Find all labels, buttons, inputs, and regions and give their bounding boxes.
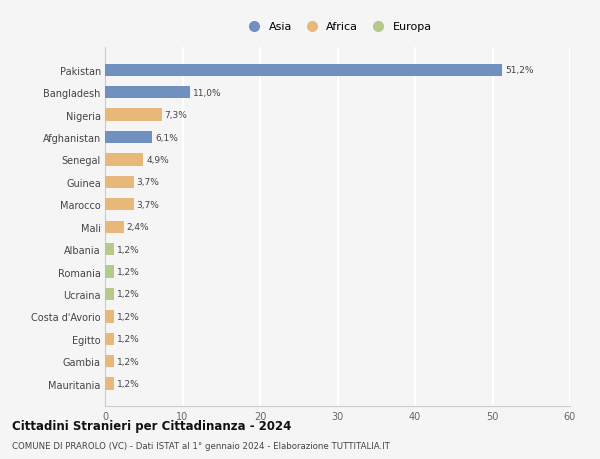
Text: 1,2%: 1,2%: [118, 357, 140, 366]
Bar: [105, 199, 134, 211]
Bar: [105, 243, 114, 256]
Bar: [105, 221, 124, 233]
Legend: Asia, Africa, Europa: Asia, Africa, Europa: [239, 18, 436, 37]
Bar: [105, 378, 114, 390]
Bar: [105, 333, 114, 345]
Text: 7,3%: 7,3%: [164, 111, 188, 120]
Text: 1,2%: 1,2%: [118, 379, 140, 388]
Bar: [105, 266, 114, 278]
Text: 1,2%: 1,2%: [118, 312, 140, 321]
Bar: [105, 288, 114, 301]
Text: 51,2%: 51,2%: [505, 66, 533, 75]
Bar: [105, 64, 502, 77]
Bar: [105, 132, 152, 144]
Text: 1,2%: 1,2%: [118, 268, 140, 276]
Bar: [105, 154, 143, 166]
Text: 4,9%: 4,9%: [146, 156, 169, 165]
Text: 1,2%: 1,2%: [118, 245, 140, 254]
Text: 3,7%: 3,7%: [137, 200, 160, 209]
Text: COMUNE DI PRAROLO (VC) - Dati ISTAT al 1° gennaio 2024 - Elaborazione TUTTITALIA: COMUNE DI PRAROLO (VC) - Dati ISTAT al 1…: [12, 441, 390, 450]
Text: 11,0%: 11,0%: [193, 89, 222, 97]
Text: 1,2%: 1,2%: [118, 335, 140, 343]
Bar: [105, 355, 114, 368]
Text: 3,7%: 3,7%: [137, 178, 160, 187]
Text: 6,1%: 6,1%: [155, 133, 178, 142]
Bar: [105, 176, 134, 189]
Text: Cittadini Stranieri per Cittadinanza - 2024: Cittadini Stranieri per Cittadinanza - 2…: [12, 420, 292, 432]
Bar: [105, 87, 190, 99]
Bar: [105, 311, 114, 323]
Text: 2,4%: 2,4%: [127, 223, 149, 232]
Bar: [105, 109, 161, 122]
Text: 1,2%: 1,2%: [118, 290, 140, 299]
